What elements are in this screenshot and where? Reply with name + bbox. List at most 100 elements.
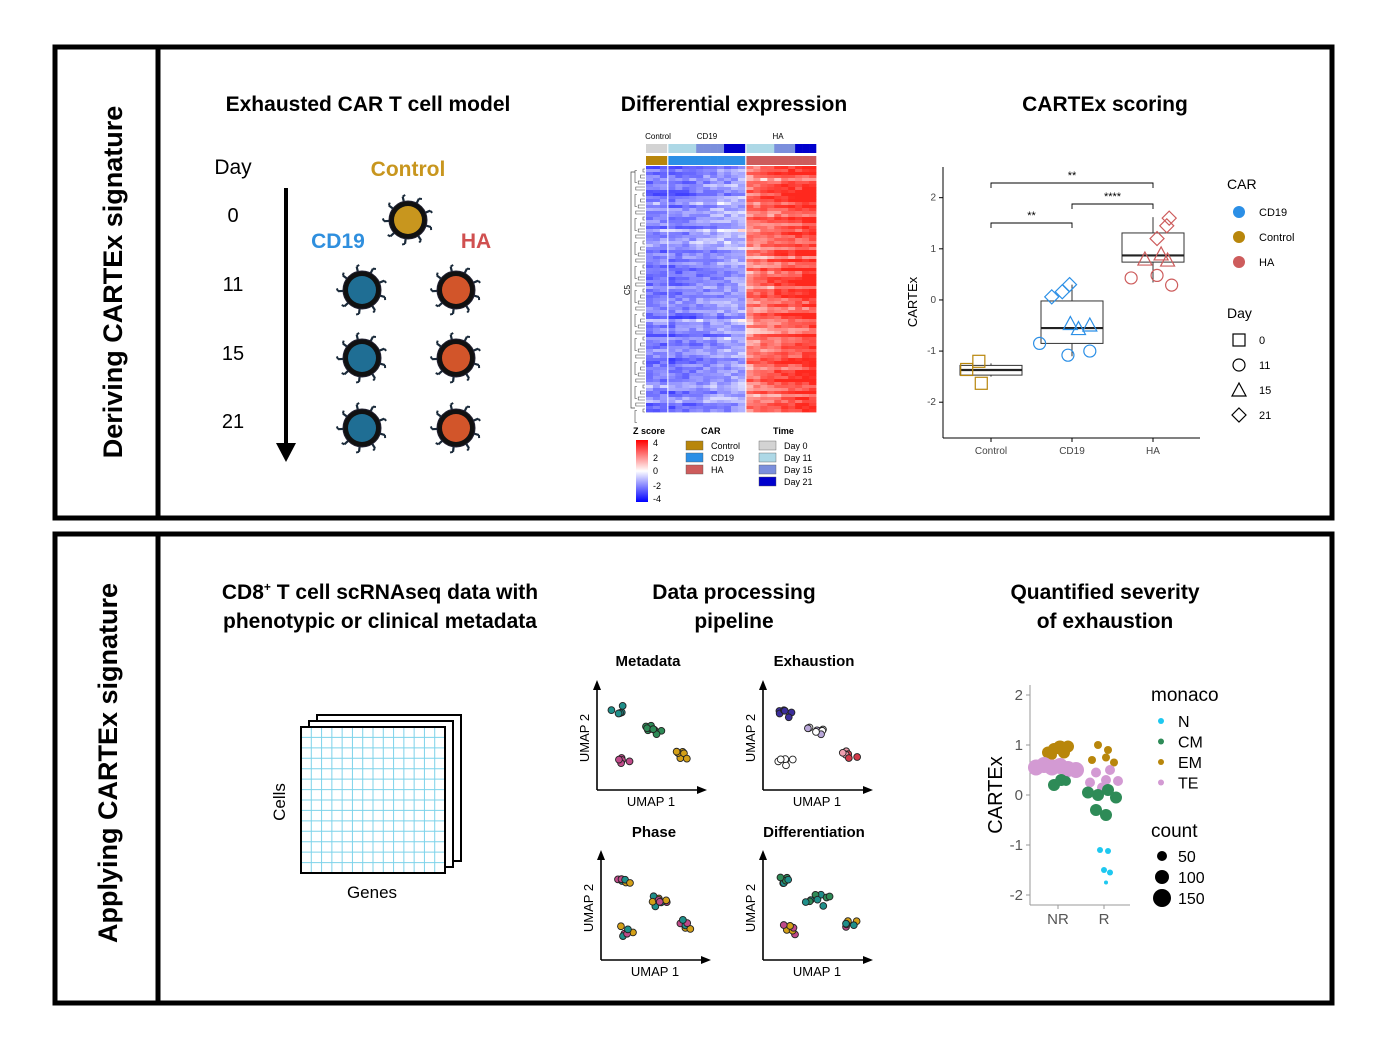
heatmap-cell [710,358,718,362]
heatmap-cell [781,298,789,302]
heatmap-cell [760,307,768,311]
heatmap-cell [724,367,732,371]
heatmap-cell [737,391,746,395]
heatmap-cell [689,184,697,188]
heatmap-cell [717,304,725,308]
severity-legend-color-marker [1158,718,1164,724]
heatmap-cell [703,220,711,224]
heatmap-cell [696,289,704,293]
heatmap-cell [710,367,718,371]
heatmap-cell [710,223,718,227]
heatmap-cell [809,286,817,290]
heatmap-cell [802,388,810,392]
heatmap-cell [809,328,817,332]
cell-receptor [477,417,481,422]
heatmap-cell [781,286,789,290]
heatmap-cell [731,295,739,299]
heatmap-cell [689,205,697,209]
heatmap-cell [767,250,775,254]
heatmap-cell [767,388,775,392]
heatmap-cell [668,172,676,176]
heatmap-cell [659,343,668,347]
heatmap-cell [724,313,732,317]
umap-y-arrow [759,850,767,860]
heatmap-cell [646,271,654,275]
heatmap-cell [753,331,761,335]
cell-receptor [466,309,470,314]
box-data-point [1124,271,1138,285]
heatmap-cell [746,370,754,374]
heatmap-cell [659,283,668,287]
heatmap-cell [710,406,718,410]
heatmap-cell [809,409,817,413]
heatmap-cell [717,301,725,305]
heatmap-cell [781,370,789,374]
heatmap-cell [809,406,817,410]
heatmap-cell [760,301,768,305]
heatmap-cell [724,289,732,293]
umap-cell-point [649,725,658,733]
heatmap-cell [646,319,654,323]
heatmap-cell [737,214,746,218]
heatmap-cell [746,391,754,395]
heatmap-cell [724,409,732,413]
heatmap-cell [788,373,796,377]
heatmap-cell [795,259,803,263]
cd19-cell-icon [335,264,387,316]
heatmap-cell [746,232,754,236]
heatmap-cell [767,256,775,260]
heatmap-cell [668,319,676,323]
time-annotation-cell [659,144,668,153]
heatmap-cell [731,259,739,263]
heatmap-cell [760,220,768,224]
umap-cell-point [617,922,625,931]
heatmap-cell [737,325,746,329]
cell-receptor [477,279,481,284]
heatmap-cell [682,346,690,350]
heatmap-cell [675,214,683,218]
heatmap-cell [781,259,789,263]
heatmap-cell [724,220,732,224]
heatmap-cell [710,316,718,320]
heatmap-cell [682,406,690,410]
heatmap-cell [659,370,668,374]
heatmap-cell [659,244,668,248]
heatmap-cell [646,397,654,401]
heatmap-cell [689,262,697,266]
heatmap-cell [646,331,654,335]
heatmap-cell [689,178,697,182]
heatmap-cell [737,226,746,230]
heatmap-cell [737,283,746,287]
heatmap-cell [659,208,668,212]
cell-nucleus [442,276,470,304]
heatmap-cell [689,301,697,305]
heatmap-cell [746,247,754,251]
umap-panel-title: Phase [632,824,676,841]
heatmap-cell [703,319,711,323]
heatmap-cell [710,184,718,188]
heatmap-cell [760,373,768,377]
heatmap-cell [675,343,683,347]
heatmap-cell [668,208,676,212]
heatmap-cell [767,409,775,413]
heatmap-cell [724,223,732,227]
cell-receptor [437,440,443,446]
heatmap-cell [774,310,782,314]
day-label-0: 0 [227,205,238,227]
heatmap-cell [753,379,761,383]
heatmap-cell [781,262,789,266]
heatmap-cell [710,400,718,404]
heatmap-cell [724,304,732,308]
heatmap-cell [746,205,754,209]
heatmap-cell [781,289,789,293]
heatmap-cell [668,256,676,260]
heatmap-cell [802,280,810,284]
heatmap-cell [781,376,789,380]
heatmap-cell [753,211,761,215]
heatmap-cell [795,211,803,215]
heatmap-cell [689,223,697,227]
heatmap-cell [795,169,803,173]
heatmap-cell [802,310,810,314]
box-body [1040,300,1104,344]
